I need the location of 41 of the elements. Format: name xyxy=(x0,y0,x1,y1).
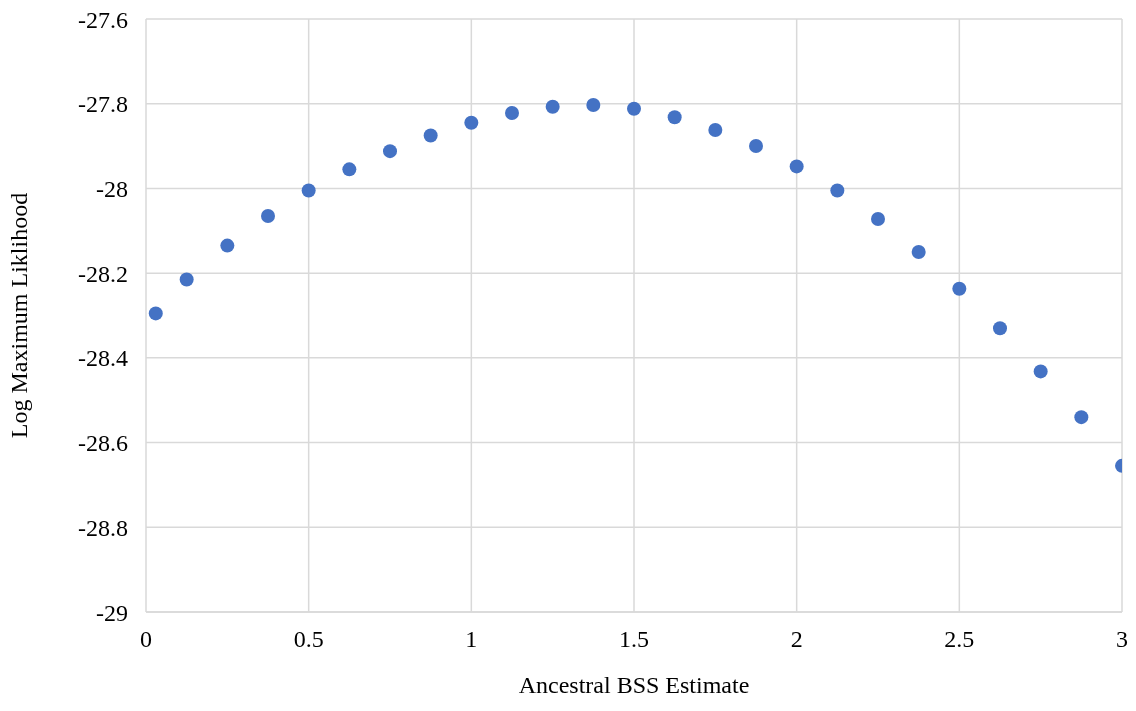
point xyxy=(749,139,763,154)
point xyxy=(464,115,479,130)
y-tick-label: -29 xyxy=(96,599,128,626)
point xyxy=(871,211,885,226)
x-tick-label: 1 xyxy=(465,626,478,653)
point xyxy=(342,162,357,177)
x-tick-label: 2.5 xyxy=(944,626,975,653)
x-tick-label: 2 xyxy=(790,626,803,653)
point xyxy=(789,159,804,174)
x-tick-label: 1.5 xyxy=(619,626,649,653)
point xyxy=(505,106,519,121)
y-tick-label: -28.2 xyxy=(78,260,128,287)
y-tick-label: -28.8 xyxy=(78,514,128,541)
point xyxy=(179,272,194,287)
y-tick-label: -27.6 xyxy=(78,6,128,33)
x-axis-title: Ancestral BSS Estimate xyxy=(518,672,750,698)
point xyxy=(1074,410,1089,425)
point xyxy=(586,97,601,112)
point xyxy=(301,183,316,198)
point xyxy=(993,321,1007,336)
point xyxy=(423,128,438,143)
point xyxy=(1033,364,1048,379)
point xyxy=(667,110,682,125)
point xyxy=(830,183,845,198)
y-tick-label: -28.6 xyxy=(78,430,128,457)
x-tick-label: 3 xyxy=(1116,626,1128,653)
x-tick-label: 0.5 xyxy=(293,626,324,653)
point xyxy=(911,244,926,259)
point xyxy=(148,306,163,321)
point xyxy=(383,144,397,159)
point xyxy=(627,101,641,116)
point xyxy=(220,238,235,253)
y-tick-label: -27.8 xyxy=(78,91,128,118)
y-tick-label: -28 xyxy=(96,175,128,202)
y-axis-title: Log Maximum Liklihood xyxy=(5,192,32,439)
point xyxy=(545,99,560,114)
y-tick-label: -28.4 xyxy=(78,345,128,372)
point xyxy=(708,122,723,137)
x-tick-label: 0 xyxy=(140,626,152,653)
point xyxy=(261,208,275,223)
point xyxy=(952,281,967,296)
